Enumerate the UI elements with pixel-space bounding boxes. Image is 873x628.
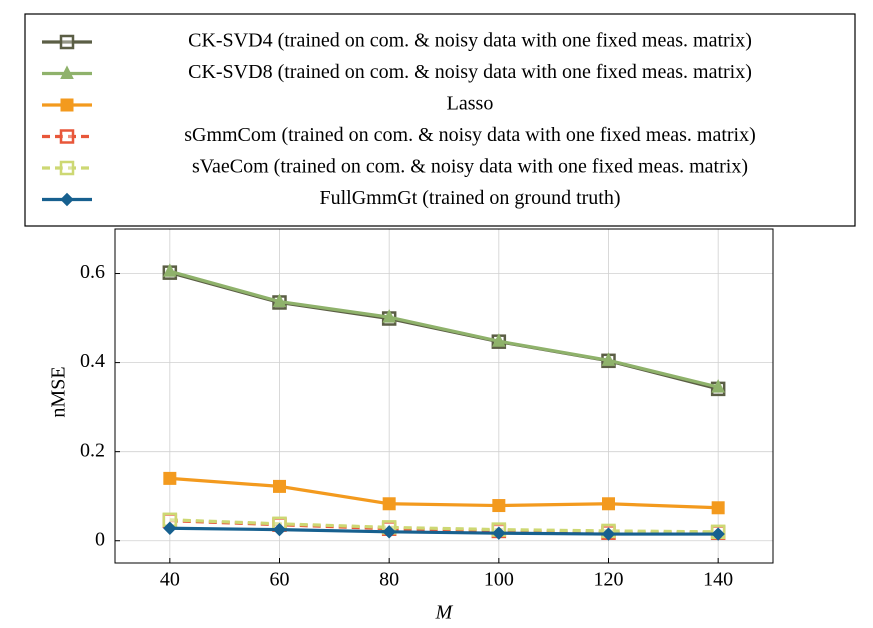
legend-marker	[60, 192, 74, 207]
legend-marker	[60, 65, 74, 79]
legend-marker	[59, 34, 75, 50]
point	[272, 293, 287, 308]
y-axis-label: nMSE	[48, 366, 70, 417]
x-tick-label: 100	[484, 569, 514, 591]
legend-label: Lasso	[447, 93, 494, 115]
y-tick-label: 0.2	[80, 439, 105, 461]
legend-marker	[59, 160, 75, 176]
point	[382, 497, 396, 511]
legend-label: FullGmmGt (trained on ground truth)	[319, 187, 620, 209]
x-tick-label: 60	[270, 569, 290, 591]
x-tick-label: 40	[160, 569, 180, 591]
legend-label: CK-SVD8 (trained on com. & noisy data wi…	[188, 61, 752, 83]
y-tick-label: 0	[95, 528, 105, 550]
legend-label: CK-SVD4 (trained on com. & noisy data wi…	[188, 30, 752, 52]
series-line	[169, 518, 719, 534]
point	[601, 352, 616, 366]
series-line	[169, 269, 719, 389]
point	[602, 497, 615, 511]
point	[492, 526, 506, 540]
point	[601, 527, 616, 541]
point	[711, 501, 725, 515]
point	[492, 333, 506, 347]
legend-marker	[59, 129, 75, 144]
x-axis-label: M	[435, 602, 454, 624]
legend-label: sGmmCom (trained on com. & noisy data wi…	[184, 124, 756, 146]
x-tick-label: 140	[703, 569, 733, 591]
y-tick-label: 0.4	[80, 350, 105, 372]
series-line	[169, 476, 719, 510]
point	[382, 309, 396, 323]
point	[382, 525, 396, 539]
point	[711, 378, 725, 393]
y-tick-label: 0.6	[80, 261, 105, 283]
point	[163, 521, 177, 535]
point	[711, 527, 725, 541]
series-line	[169, 526, 719, 536]
legend-box	[24, 13, 856, 227]
point	[492, 499, 506, 513]
plot-frame	[114, 228, 774, 564]
legend-marker	[60, 98, 74, 112]
legend-label: sVaeCom (trained on com. & noisy data wi…	[192, 156, 748, 178]
x-tick-label: 120	[594, 569, 624, 591]
point	[272, 522, 287, 537]
x-tick-label: 80	[379, 569, 399, 591]
point	[163, 263, 177, 277]
point	[163, 471, 177, 485]
point	[273, 479, 286, 493]
